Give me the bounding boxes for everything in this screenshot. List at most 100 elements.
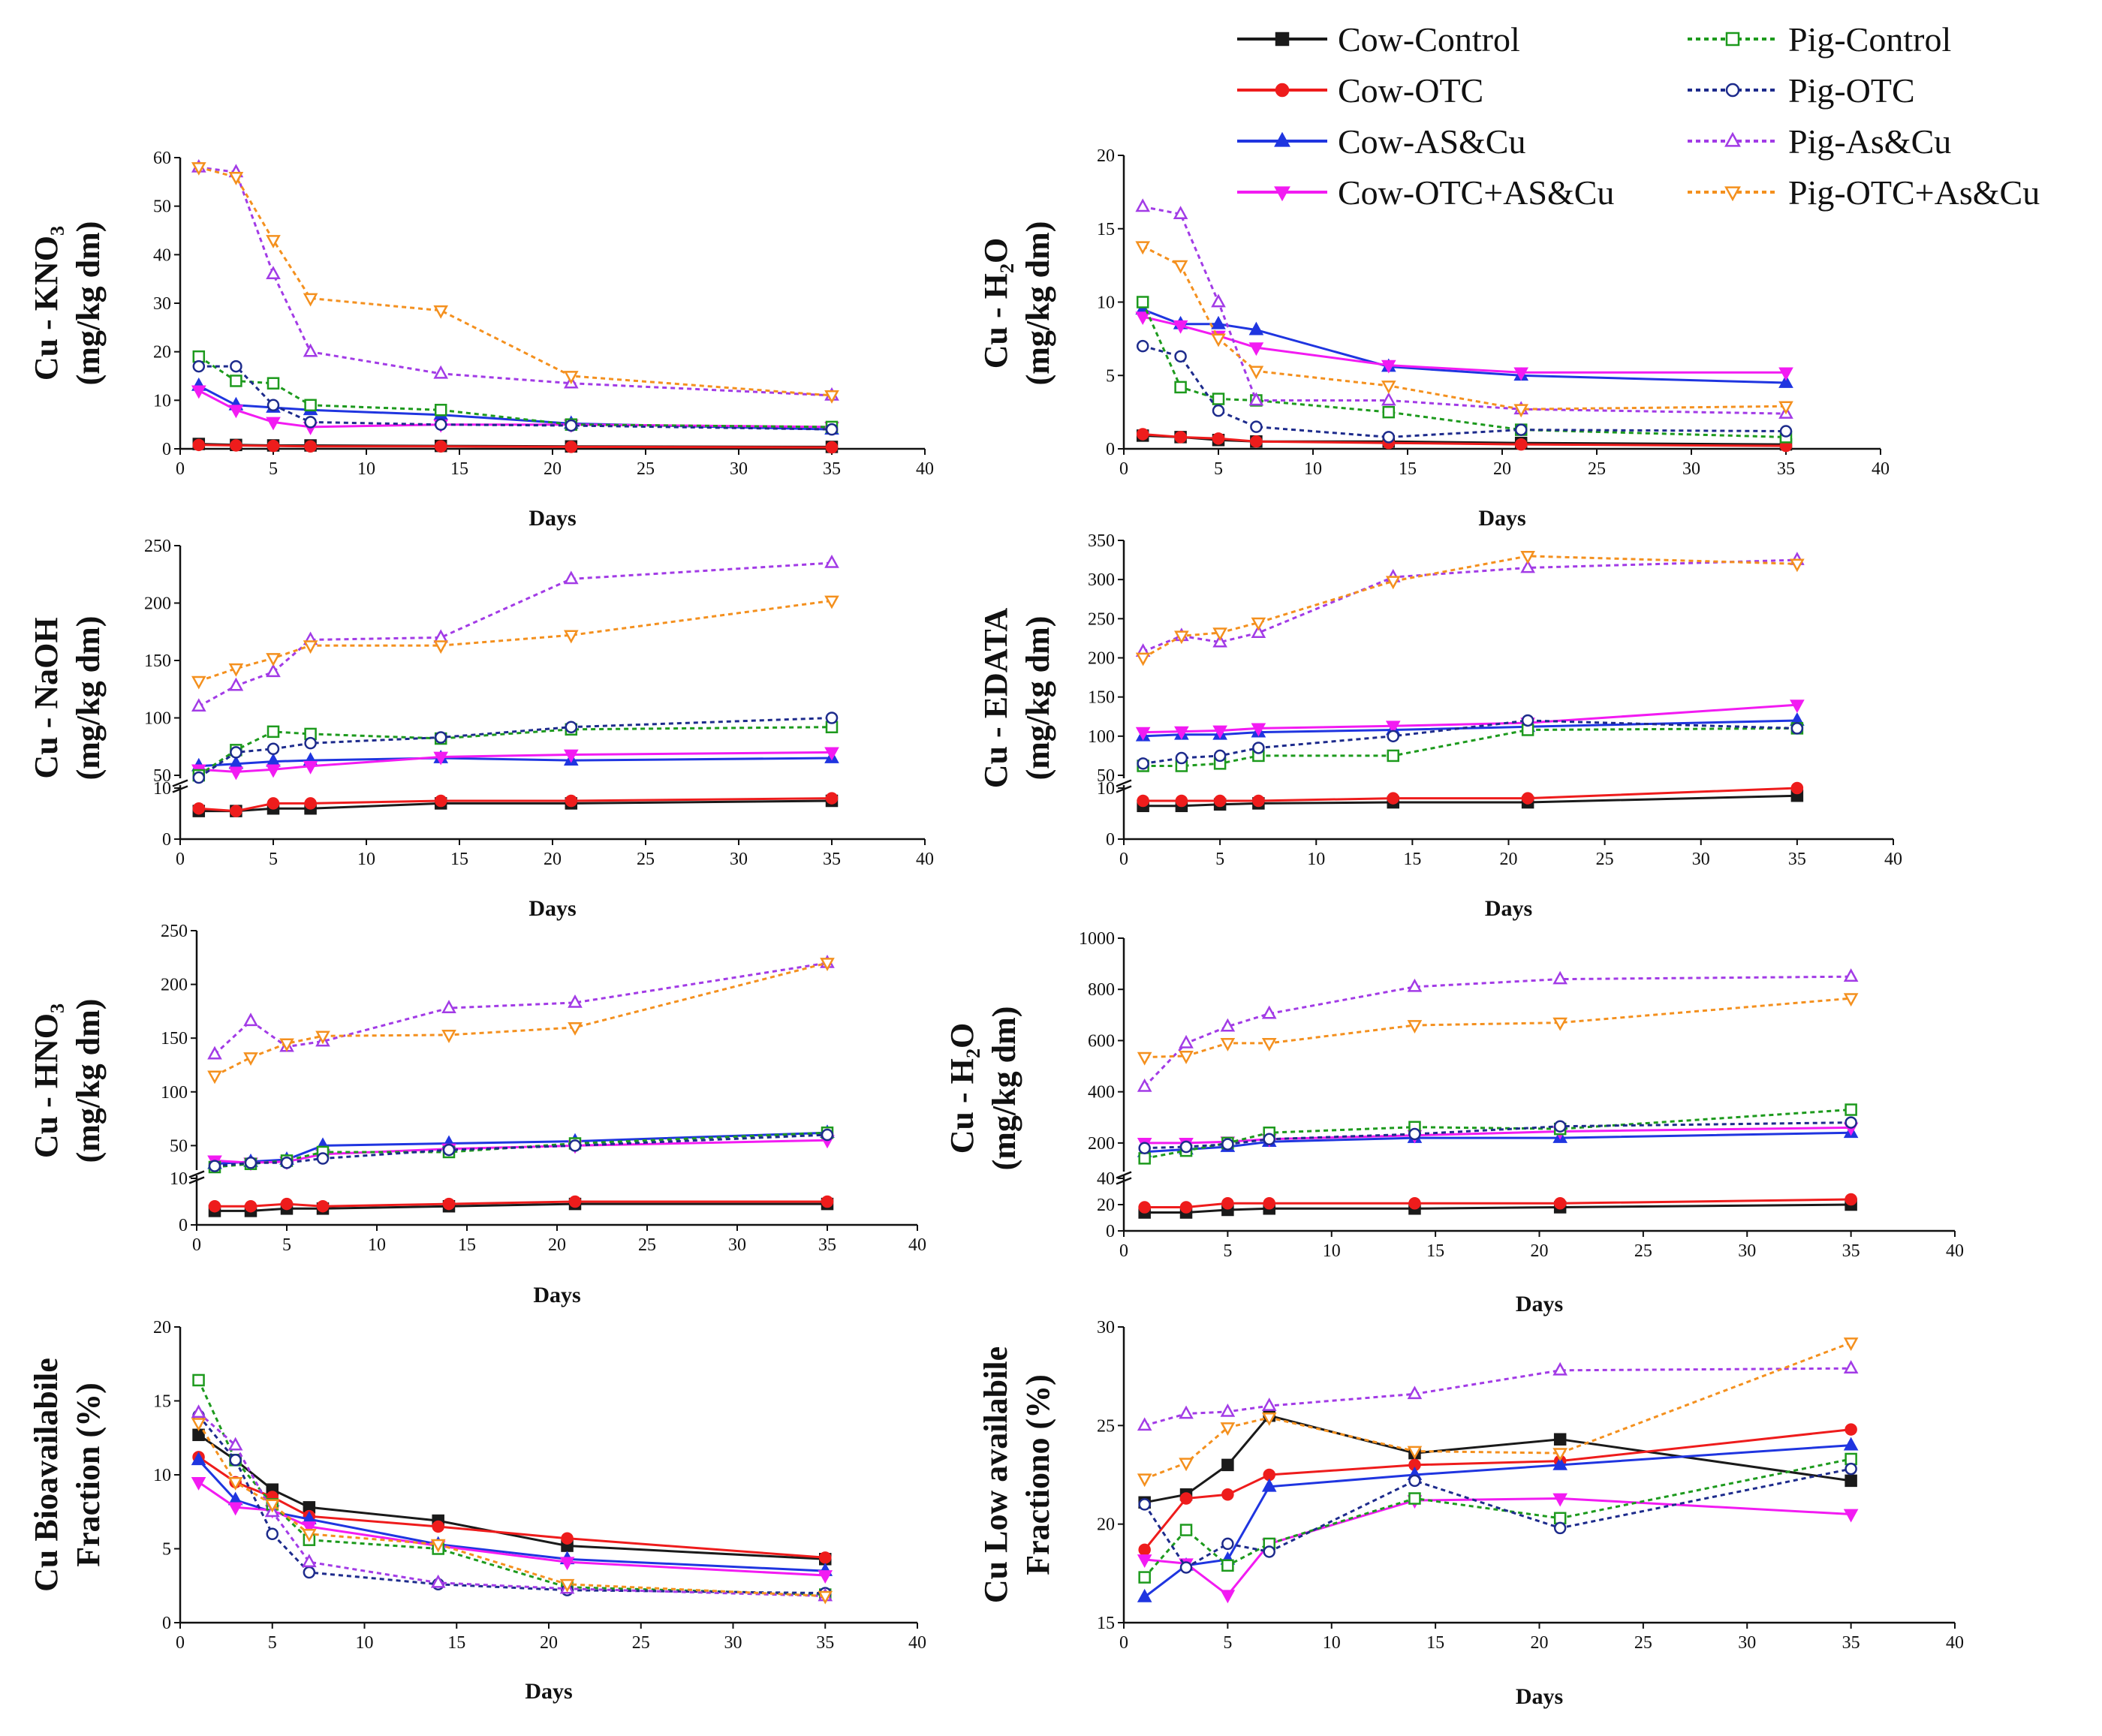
data-point — [1251, 624, 1266, 638]
x-tick-label: 0 — [1119, 1241, 1128, 1261]
data-point — [267, 797, 280, 810]
series-pig-as-cu — [191, 554, 839, 712]
legend-label: Cow-OTC+AS&Cu — [1338, 173, 1614, 212]
data-point — [1136, 339, 1149, 353]
data-point — [228, 405, 244, 419]
x-tick-label: 25 — [1596, 850, 1614, 869]
legend-label: Cow-OTC — [1338, 71, 1483, 110]
series-cow-as-cu — [191, 1452, 833, 1576]
data-point — [1514, 423, 1528, 436]
x-tick-label: 25 — [1634, 1241, 1652, 1261]
x-tick-label: 5 — [269, 850, 278, 869]
data-point — [1174, 381, 1187, 394]
data-point — [1252, 742, 1265, 754]
data-point — [303, 640, 318, 654]
x-tick-label: 10 — [1323, 1633, 1341, 1653]
y-tick-label: 10 — [170, 1169, 188, 1189]
data-point — [1179, 1201, 1193, 1214]
data-point — [1212, 393, 1225, 405]
data-point — [230, 746, 242, 759]
series-line — [1144, 1131, 1851, 1154]
legend-item: Cow-Control — [1237, 20, 1520, 59]
series-cow-control — [192, 1428, 832, 1566]
series-line — [197, 1379, 826, 1596]
data-point — [825, 712, 839, 724]
series-pig-otc-as-cu — [1137, 1337, 1859, 1488]
data-point — [434, 440, 447, 453]
data-point — [561, 1532, 574, 1545]
data-point — [1843, 1337, 1859, 1352]
data-point — [563, 371, 579, 384]
legend-label: Pig-OTC — [1788, 71, 1915, 110]
series-line — [214, 1133, 828, 1168]
data-point — [1552, 1448, 1567, 1462]
series-pig-as-cu — [1137, 968, 1859, 1092]
data-point — [266, 764, 281, 778]
data-point — [1137, 757, 1149, 770]
x-tick-label: 40 — [1946, 1241, 1964, 1261]
y-tick-label: 200 — [144, 594, 171, 614]
y-axis-label: Cu - H₂O — [977, 238, 1014, 369]
y-tick-label: 50 — [1097, 766, 1115, 786]
y-tick-label: 25 — [1097, 1416, 1115, 1436]
data-point — [192, 1373, 205, 1387]
series-line — [198, 757, 833, 768]
data-point — [1407, 1446, 1423, 1460]
axis-break-mark — [1116, 785, 1132, 793]
x-tick-label: 0 — [176, 459, 185, 479]
series-pig-otc — [1138, 1116, 1857, 1154]
data-point — [1250, 420, 1263, 433]
data-point — [1261, 1478, 1277, 1492]
data-point — [1220, 1018, 1236, 1032]
x-tick-label: 30 — [724, 1633, 742, 1653]
x-tick-label: 5 — [1223, 1241, 1232, 1261]
y-axis-label: (mg/kg dm) — [1019, 616, 1056, 781]
data-point — [208, 1199, 221, 1213]
series-line — [214, 961, 828, 1077]
y-tick-label: 400 — [1088, 1083, 1115, 1103]
series-pig-as-cu — [1135, 198, 1793, 419]
y-tick-label: 250 — [161, 922, 188, 941]
y-tick-label: 15 — [153, 1392, 171, 1412]
series-pig-otc-as-cu — [1135, 551, 1805, 666]
legend-marker-icon — [1275, 83, 1290, 98]
data-point — [1251, 617, 1266, 631]
data-point — [303, 760, 318, 775]
data-point — [244, 1199, 257, 1213]
series-line — [1142, 315, 1786, 374]
series-line — [1144, 1203, 1851, 1214]
x-tick-label: 40 — [1884, 850, 1902, 869]
data-point — [191, 698, 206, 712]
x-tick-label: 10 — [356, 1633, 374, 1653]
data-point — [304, 416, 317, 429]
legend-label: Cow-AS&Cu — [1338, 122, 1525, 161]
data-point — [433, 305, 449, 319]
x-tick-label: 30 — [728, 1235, 746, 1255]
series-line — [198, 384, 833, 431]
series-pig-otc — [192, 712, 839, 784]
data-point — [1408, 1197, 1421, 1210]
series-pig-otc — [192, 360, 839, 436]
axis-break-mark — [172, 785, 188, 793]
y-axis-label: Fractiono (%) — [1019, 1374, 1056, 1575]
x-tick-label: 35 — [823, 850, 841, 869]
y-tick-label: 150 — [1088, 688, 1115, 708]
x-tick-label: 35 — [1777, 459, 1795, 479]
x-tick-label: 10 — [1323, 1241, 1341, 1261]
x-tick-label: 20 — [544, 459, 562, 479]
y-axis-label: (mg/kg dm) — [986, 1006, 1022, 1171]
data-point — [1252, 794, 1265, 808]
data-point — [1135, 727, 1151, 741]
data-point — [1179, 1140, 1193, 1154]
y-tick-label: 20 — [153, 343, 171, 363]
y-tick-label: 10 — [1097, 293, 1115, 313]
data-point — [243, 1052, 258, 1066]
axis-break-mark — [1116, 1177, 1132, 1185]
data-point — [1521, 792, 1534, 805]
data-point — [1179, 1492, 1193, 1505]
series-pig-as-cu — [1135, 552, 1805, 657]
data-point — [1212, 432, 1225, 445]
data-point — [267, 439, 280, 453]
data-point — [1211, 293, 1226, 308]
